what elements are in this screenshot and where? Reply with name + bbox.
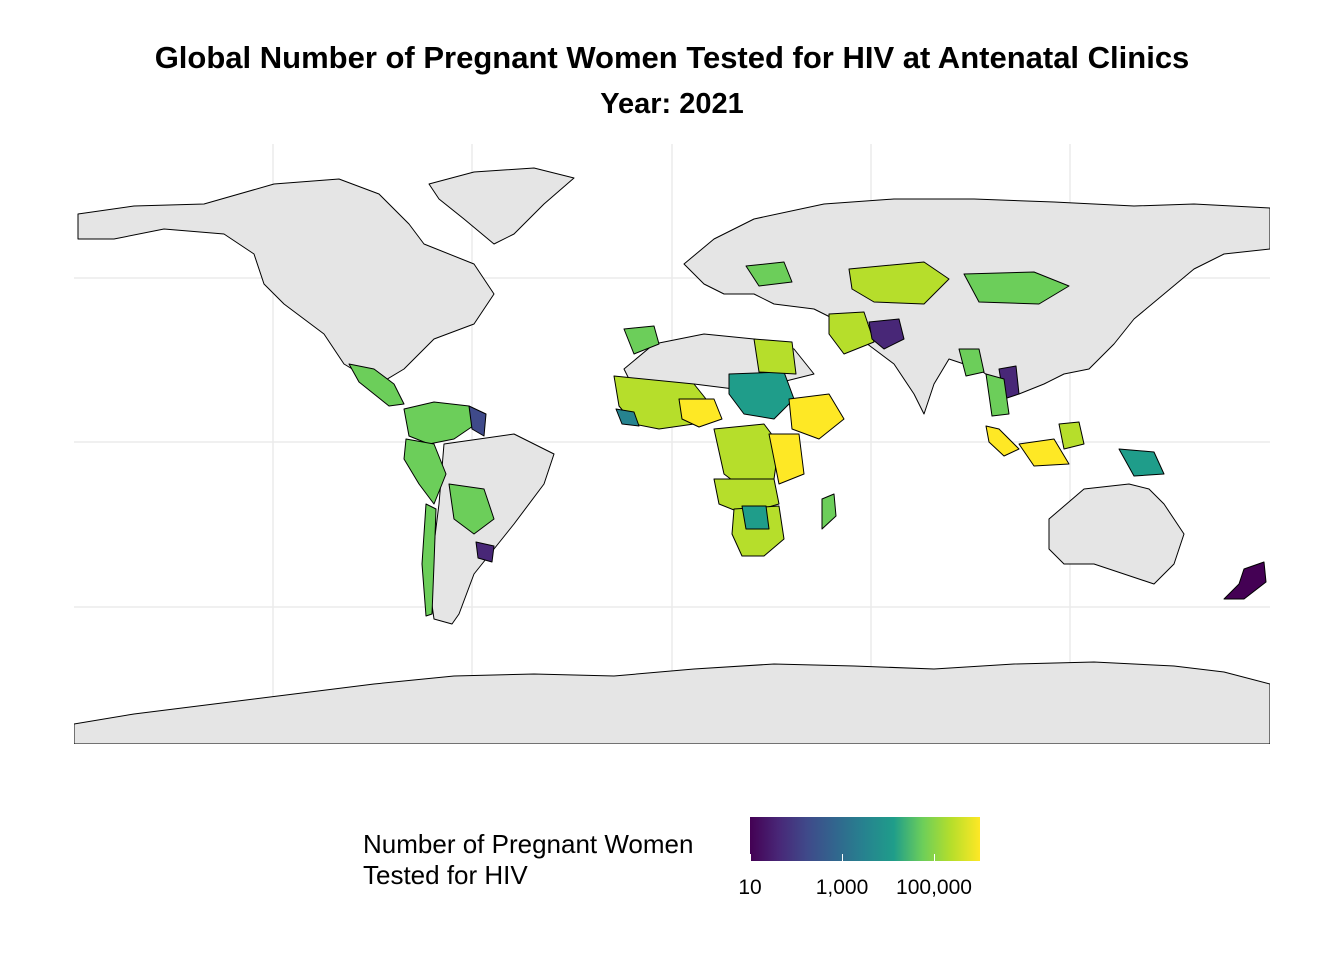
landmass-antarctica	[74, 661, 1270, 744]
region-botswana-mozambique	[741, 505, 770, 530]
region-bolivia-paraguay	[448, 483, 495, 535]
region-guyana	[468, 405, 487, 437]
landmass-greenland	[428, 167, 575, 245]
landmass-south-america-south	[428, 433, 555, 625]
region-new-zealand	[1223, 561, 1267, 600]
region-bangladesh-myanmar	[958, 348, 985, 377]
region-egypt	[753, 338, 797, 375]
legend-title: Number of Pregnant Women Tested for HIV	[363, 829, 693, 891]
legend-tick-mark	[750, 854, 751, 861]
region-sudan-chad	[728, 371, 795, 420]
legend-tick-label: 100,000	[896, 876, 972, 899]
chart-title: Global Number of Pregnant Women Tested f…	[154, 40, 1190, 75]
region-malaysia	[985, 425, 1020, 457]
world-map	[74, 144, 1270, 744]
region-chile	[421, 503, 437, 617]
region-mongolia	[963, 271, 1070, 305]
region-kazakhstan	[848, 261, 950, 305]
region-uruguay	[475, 541, 495, 563]
legend-tick-label: 10	[738, 876, 762, 899]
region-andes-peru-ecuador	[403, 438, 447, 505]
legend-tick-mark	[934, 854, 935, 861]
region-indonesia	[1018, 438, 1070, 467]
region-png	[1118, 448, 1165, 477]
legend-colorbar	[750, 817, 980, 861]
region-vietnam-thailand	[985, 373, 1010, 417]
chart-subtitle: Year: 2021	[600, 88, 744, 120]
map-svg	[74, 144, 1270, 744]
legend-tick-mark	[842, 854, 843, 861]
region-morocco	[623, 325, 660, 355]
legend-tick-label: 1,000	[815, 876, 869, 899]
region-ukraine	[745, 261, 793, 287]
legend-title-line-2: Tested for HIV	[363, 860, 528, 890]
region-iran	[828, 311, 875, 355]
region-colombia-venezuela	[403, 401, 477, 445]
region-central-america	[348, 363, 405, 407]
region-nigeria	[678, 398, 723, 428]
landmass-north-america	[77, 178, 495, 385]
region-philippines	[1058, 421, 1085, 450]
region-east-africa	[768, 433, 805, 485]
landmass-australia	[1048, 483, 1185, 585]
region-afghanistan	[868, 318, 905, 350]
region-guinea-coast	[615, 408, 640, 427]
region-ethiopia	[788, 393, 845, 440]
region-madagascar	[821, 493, 837, 530]
legend-title-line-1: Number of Pregnant Women	[363, 829, 694, 859]
